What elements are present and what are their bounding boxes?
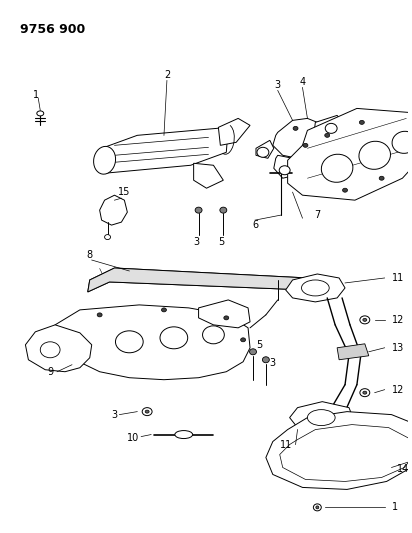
Ellipse shape [262,357,269,363]
Ellipse shape [175,431,193,439]
Ellipse shape [363,391,367,394]
Text: 12: 12 [391,385,404,394]
Polygon shape [194,163,223,188]
Ellipse shape [314,504,321,511]
Text: 3: 3 [194,237,200,247]
Text: 8: 8 [87,250,93,260]
Ellipse shape [363,318,367,321]
Text: 6: 6 [252,220,258,230]
Text: 15: 15 [118,187,131,197]
Text: 10: 10 [127,433,139,442]
Ellipse shape [220,207,227,213]
Text: 4: 4 [300,77,306,87]
Polygon shape [290,402,353,432]
Text: 13: 13 [391,343,404,353]
Ellipse shape [224,316,229,320]
Text: 11: 11 [280,440,293,449]
Polygon shape [256,140,274,158]
Polygon shape [337,344,369,360]
Polygon shape [102,127,228,173]
Ellipse shape [160,327,188,349]
Polygon shape [286,274,345,302]
Polygon shape [288,108,412,200]
Ellipse shape [342,188,347,192]
Polygon shape [274,155,295,178]
Text: 5: 5 [218,237,225,247]
Ellipse shape [316,506,319,509]
Polygon shape [88,268,307,292]
Ellipse shape [359,141,391,169]
Ellipse shape [162,308,166,312]
Ellipse shape [115,331,143,353]
Text: 3: 3 [111,410,117,419]
Ellipse shape [257,147,269,157]
Polygon shape [26,325,92,372]
Text: 1: 1 [391,503,398,512]
Ellipse shape [302,280,329,296]
Ellipse shape [360,316,370,324]
Ellipse shape [325,123,337,133]
Ellipse shape [40,342,60,358]
Ellipse shape [325,133,330,138]
Text: 9756 900: 9756 900 [21,22,86,36]
Ellipse shape [307,410,335,425]
Ellipse shape [250,349,257,355]
Ellipse shape [203,326,224,344]
Text: 7: 7 [314,210,321,220]
Text: 2: 2 [164,70,170,80]
Ellipse shape [37,111,44,116]
Ellipse shape [241,338,246,342]
Polygon shape [199,300,250,328]
Text: 5: 5 [256,340,262,350]
Polygon shape [88,268,307,292]
Text: 14: 14 [396,464,409,474]
Text: 11: 11 [391,273,404,283]
Text: 12: 12 [391,315,404,325]
Ellipse shape [379,176,384,180]
Ellipse shape [360,389,370,397]
Ellipse shape [142,408,152,416]
Polygon shape [218,118,250,146]
Polygon shape [273,118,319,158]
Polygon shape [266,411,412,489]
Ellipse shape [293,126,298,131]
Text: 9: 9 [47,367,53,377]
Ellipse shape [97,313,102,317]
Ellipse shape [303,143,308,147]
Text: 3: 3 [275,80,281,91]
Ellipse shape [145,410,149,413]
Ellipse shape [105,235,110,239]
Polygon shape [55,305,250,379]
Text: 1: 1 [33,91,40,100]
Polygon shape [314,116,345,139]
Ellipse shape [359,120,364,124]
Ellipse shape [321,154,353,182]
Ellipse shape [94,147,116,174]
Ellipse shape [195,207,202,213]
Ellipse shape [279,166,290,175]
Text: 3: 3 [269,358,275,368]
Ellipse shape [392,131,412,154]
Polygon shape [280,425,412,481]
Polygon shape [100,195,127,225]
